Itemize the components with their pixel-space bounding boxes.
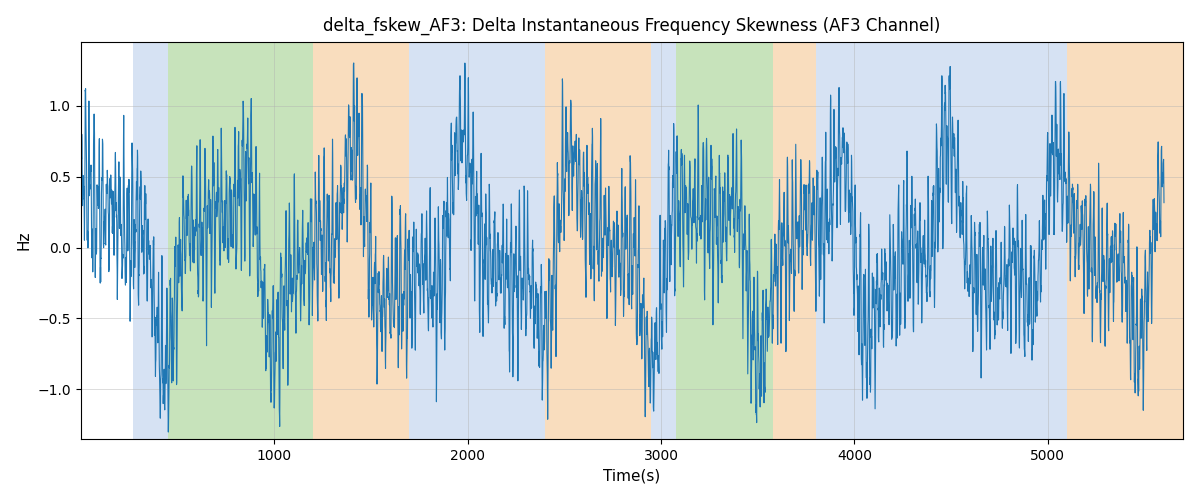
- Bar: [816, 42, 980, 439]
- X-axis label: Time(s): Time(s): [604, 468, 660, 483]
- Y-axis label: Hz: Hz: [17, 230, 31, 250]
- Title: delta_fskew_AF3: Delta Instantaneous Frequency Skewness (AF3 Channel): delta_fskew_AF3: Delta Instantaneous Fre…: [323, 16, 941, 35]
- Bar: [409, 42, 545, 439]
- Bar: [652, 42, 677, 439]
- Bar: [980, 42, 1067, 439]
- Bar: [168, 42, 313, 439]
- Bar: [313, 42, 409, 439]
- Bar: [545, 42, 652, 439]
- Bar: [1067, 42, 1183, 439]
- Bar: [677, 42, 773, 439]
- Bar: [773, 42, 816, 439]
- Bar: [133, 42, 168, 439]
